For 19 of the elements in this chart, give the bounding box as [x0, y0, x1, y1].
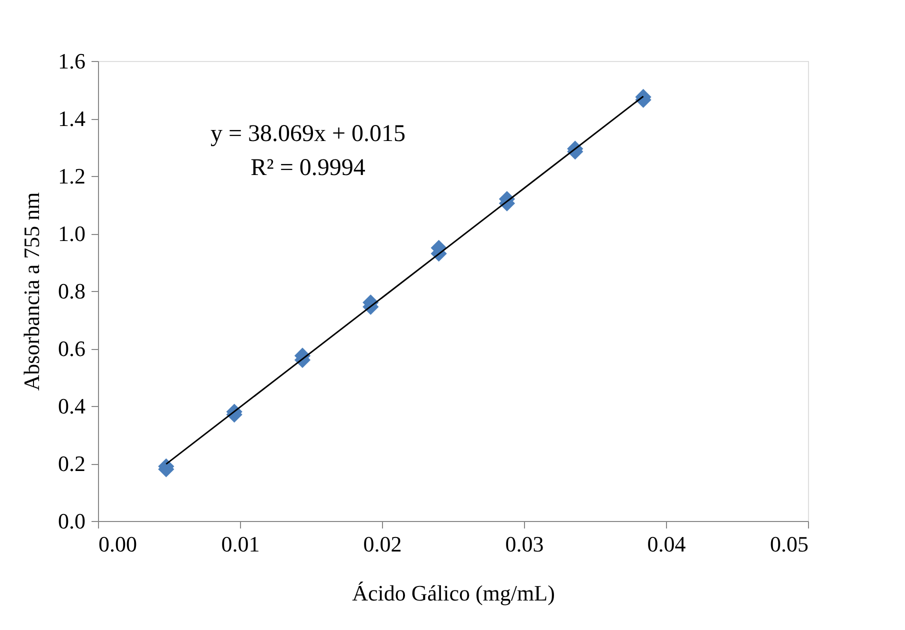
- y-axis-title: Absorbancia a 755 nm: [19, 192, 44, 391]
- x-tick-label: 0.02: [363, 532, 402, 556]
- x-tick-label: 0.01: [221, 532, 260, 556]
- x-tick-label: 0.03: [505, 532, 544, 556]
- x-tick-label: 0.00: [98, 532, 137, 556]
- annotation: R² = 0.9994: [250, 155, 366, 181]
- x-axis-title: Ácido Gálico (mg/mL): [352, 580, 555, 606]
- y-tick-label: 0.8: [58, 278, 86, 304]
- y-tick-label: 1.2: [58, 164, 86, 188]
- y-tick-label: 0.4: [58, 394, 86, 418]
- x-tick-label: 0.05: [770, 532, 808, 556]
- y-tick-label: 1.4: [58, 106, 86, 131]
- x-tick-label: 0.04: [647, 532, 686, 556]
- y-tick-label: 0.2: [58, 451, 86, 476]
- annotation: y = 38.069x + 0.015: [210, 121, 406, 147]
- y-tick-label: 1.0: [58, 221, 86, 246]
- y-tick-label: 0.6: [58, 336, 86, 361]
- y-tick-label: 1.6: [58, 48, 86, 74]
- y-tick-label: 0.0: [58, 508, 86, 534]
